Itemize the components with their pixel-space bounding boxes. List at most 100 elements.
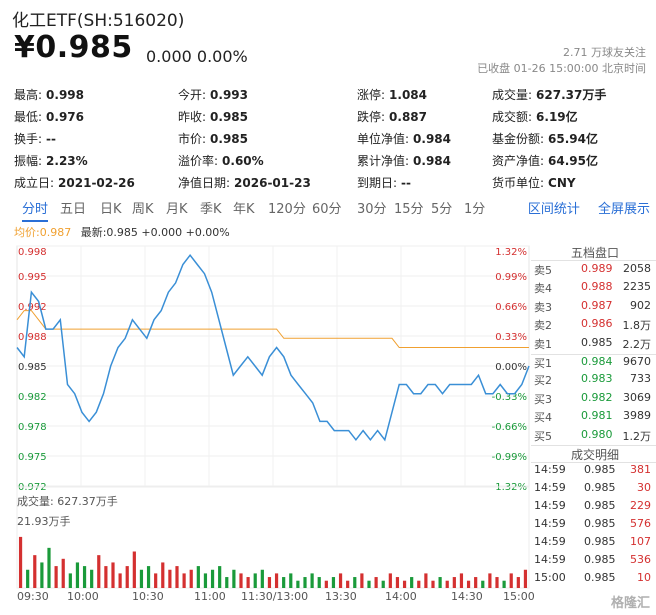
market-status: 已收盘 01-26 15:00:00 北京时间 [477,62,646,75]
trade-row: 15:00 0.985 10 [531,571,656,589]
volume-bar [395,577,400,588]
volume-max-label: 21.93万手 [17,515,71,528]
orderbook-row: 买1 0.984 9670 [531,354,656,373]
volume-bar [381,580,385,588]
tab-6[interactable]: 年K [233,202,255,217]
tab-11[interactable]: 5分 [431,202,453,217]
stat-value: -- [401,176,412,190]
level-label: 买1 [534,357,552,370]
level-volume: 3989 [623,409,651,423]
volume-bar [246,577,250,588]
stat-c3-0: 涨停: 1.084 [357,86,427,103]
stat-c4-1: 成交额: 6.19亿 [492,108,578,125]
volume-bar [317,577,321,588]
level-volume: 2235 [623,280,651,294]
tab-10[interactable]: 15分 [394,202,424,217]
level-price: 0.986 [581,317,613,331]
orderbook-row: 卖2 0.986 1.8万 [531,317,656,335]
divider [531,445,656,446]
stat-value: 627.37万手 [536,88,607,102]
stat-value: 2026-01-23 [234,176,311,190]
tab-7[interactable]: 120分 [268,202,306,217]
volume-bar [360,573,364,588]
trade-price: 0.985 [584,463,616,476]
orderbook-row: 买3 0.982 3069 [531,391,656,409]
tab-12[interactable]: 1分 [464,202,486,217]
volume-bar [189,569,193,588]
volume-bar [289,573,293,588]
trade-time: 14:59 [534,463,566,476]
stat-label: 累计净值: [357,154,410,168]
volume-bar [239,573,243,588]
x-tick-label: 15:00 [503,590,535,603]
level-price: 0.983 [581,372,613,386]
tab-3[interactable]: 周K [132,202,154,217]
stat-c3-1: 跌停: 0.887 [357,108,427,125]
volume-bar [40,562,44,588]
stat-value: 0.887 [389,110,428,124]
stat-label: 跌停: [357,110,386,124]
stat-label: 溢价率: [178,154,219,168]
chart-links: 区间统计 全屏展示 [514,198,650,217]
fund-title: 化工ETF(SH:516020) [12,11,185,31]
intraday-chart[interactable]: 0.998 1.32% 0.995 0.99% 0.992 0.66% 0.988 0.33%… [0,236,656,615]
level-price: 0.985 [581,335,613,349]
y-tick-label: 0.978 [18,422,47,433]
tab-8[interactable]: 60分 [312,202,342,217]
orderbook-row: 卖5 0.989 2058 [531,262,656,280]
volume-bar [161,562,165,588]
followers-count[interactable]: 2.71 万球友关注 [563,46,646,59]
trade-vol: 536 [630,553,651,566]
trade-time: 14:59 [534,517,566,530]
fullscreen-link[interactable]: 全屏展示 [597,202,650,217]
orderbook-row: 卖1 0.985 2.2万 [531,336,656,354]
tab-0[interactable]: 分时 [22,202,49,217]
y-tick-label: 0.982 [18,392,47,403]
level-volume: 733 [630,372,651,386]
tab-2[interactable]: 日K [100,202,122,217]
tab-5[interactable]: 季K [200,202,222,217]
volume-bar [196,566,200,588]
volume-bar [260,569,264,588]
stat-c4-2: 基金份额: 65.94亿 [492,130,598,147]
volume-bar [445,580,449,588]
tab-1[interactable]: 五日 [60,202,87,217]
volume-bar [139,569,144,588]
x-tick-label: 14:30 [451,590,483,603]
volume-bar [168,569,172,588]
stat-c3-2: 单位净值: 0.984 [357,130,451,147]
level-price: 0.980 [581,427,613,441]
stat-c2-4: 净值日期: 2026-01-23 [178,174,311,191]
divider [531,462,656,463]
stat-label: 净值日期: [178,176,231,190]
stat-c3-3: 累计净值: 0.984 [357,152,451,169]
stat-value: 64.95亿 [548,154,599,168]
trade-price: 0.985 [584,535,616,548]
volume-bar [267,577,272,588]
trade-vol: 576 [630,517,651,530]
trade-vol: 30 [637,481,651,494]
stat-label: 最低: [14,110,43,124]
avg-price-line [16,310,529,348]
stat-value: -- [46,132,57,146]
period-tabs: 分时 五日 日K 周K 月K 季K 年K 120分 60分 30分 15分 5分 1分 [14,198,654,220]
trade-vol: 107 [630,535,651,548]
level-volume: 1.2万 [622,429,652,443]
volume-bar [282,577,286,588]
divider [531,260,656,261]
stat-value: 2.23% [46,154,88,168]
stat-label: 涨停: [357,88,386,102]
y-tick-label: 0.988 [18,332,47,343]
level-volume: 1.8万 [622,319,652,333]
range-stats-link[interactable]: 区间统计 [527,202,580,217]
level-price: 0.982 [581,390,613,404]
trade-vol: 10 [637,571,651,584]
tab-4[interactable]: 月K [166,202,188,217]
level-label: 买4 [534,411,552,425]
avg-price-legend: 均价:0.987 [14,226,72,239]
price-line [16,253,530,442]
stat-label: 昨收: [178,110,207,124]
stat-c4-0: 成交量: 627.37万手 [492,86,606,103]
tab-9[interactable]: 30分 [357,202,387,217]
stat-label: 最高: [14,88,43,102]
